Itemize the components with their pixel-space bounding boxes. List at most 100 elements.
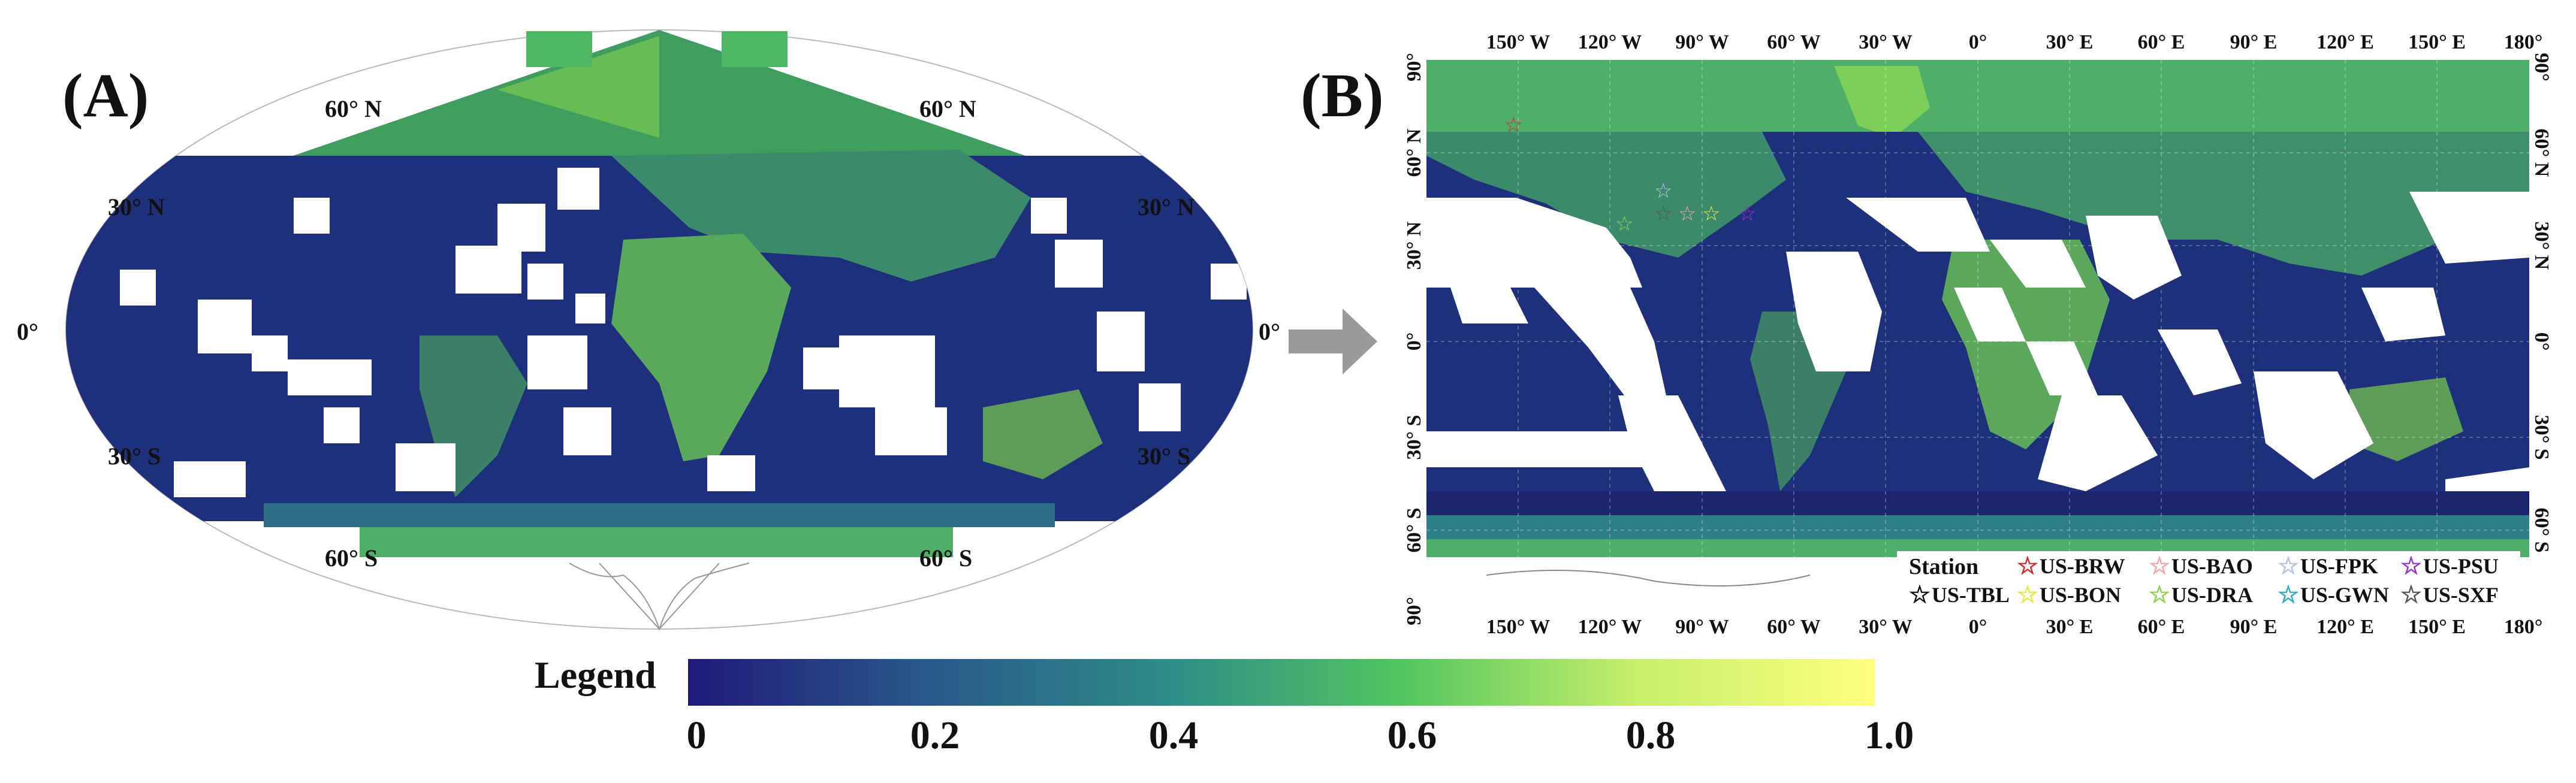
lon-label-top: 90° W xyxy=(1675,31,1729,53)
panel-a-antarctica-outline xyxy=(569,563,750,631)
station-name: US-BON xyxy=(2039,583,2121,607)
station-name: US-FPK xyxy=(2300,554,2378,578)
star-icon: ☆ xyxy=(2149,581,2170,608)
star-icon: ☆ xyxy=(2400,581,2422,608)
star-icon: ☆ xyxy=(2400,552,2422,579)
panel-b-nodata xyxy=(1426,192,2529,497)
colorbar xyxy=(688,659,1875,706)
panel-a-lat-eq-left: 0° xyxy=(17,318,38,345)
station-marker-bon: ☆ xyxy=(1702,203,1720,225)
station-name: US-GWN xyxy=(2300,583,2389,607)
lat-label-right: 60° N xyxy=(2530,128,2553,177)
star-icon: ☆ xyxy=(1909,581,1931,608)
panel-a-map xyxy=(65,29,1253,631)
lon-label-top: 60° E xyxy=(2137,31,2185,53)
star-icon: ☆ xyxy=(2278,552,2299,579)
lat-label-right: 30° S xyxy=(2530,415,2553,460)
panel-a-arctic-highlight xyxy=(497,36,659,138)
star-icon: ☆ xyxy=(2017,581,2038,608)
station-item-dra: ☆ US-DRA xyxy=(2149,582,2253,607)
lat-label-right: 90° xyxy=(2530,53,2553,81)
colorbar-tick: 0.6 xyxy=(1387,714,1437,757)
panel-a-lat-30n-right: 30° N xyxy=(1138,194,1195,220)
colorbar-title: Legend xyxy=(535,654,656,696)
lon-label-bottom: 60° E xyxy=(2137,616,2185,638)
station-legend: Station ☆ US-BRW ☆ US-BAO ☆ US-FPK ☆ US-… xyxy=(1897,551,2520,611)
lat-label-left: 60° N xyxy=(1403,128,1425,177)
lon-label-top: 30° E xyxy=(2046,31,2094,53)
lat-label-left: 60° S xyxy=(1403,507,1425,553)
colorbar-tick: 0.4 xyxy=(1148,714,1199,757)
star-icon: ☆ xyxy=(2149,552,2170,579)
panel-b-land-australia xyxy=(2349,377,2463,461)
station-marker-psu: ☆ xyxy=(1738,203,1756,225)
panel-a-top-tab-right xyxy=(722,31,788,67)
panel-a-southern-band xyxy=(264,503,1055,527)
panel-a-nodata xyxy=(120,168,1247,497)
lat-label-right: 30° N xyxy=(2530,221,2553,270)
panel-a-lat-60s-right: 60° S xyxy=(919,545,973,572)
panel-b-map: ☆ ☆ ☆ ☆ ☆ ☆ ☆ xyxy=(1426,60,2529,623)
panel-b-greenland xyxy=(1834,66,1930,138)
lat-label-left: 90° xyxy=(1403,597,1425,625)
lon-label-bottom: 120° W xyxy=(1577,616,1642,638)
lat-label-left: 30° N xyxy=(1403,221,1425,270)
colorbar-tick: 1.0 xyxy=(1864,714,1914,757)
panel-b-graticule xyxy=(1426,60,2529,623)
lon-label-bottom: 120° E xyxy=(2316,616,2374,638)
station-legend-title: Station xyxy=(1909,554,1979,579)
station-marker-dra: ☆ xyxy=(1615,213,1633,235)
lat-label-left: 90° xyxy=(1403,53,1425,81)
colorbar-tick: 0 xyxy=(686,714,707,757)
lon-label-top: 30° W xyxy=(1859,31,1913,53)
panel-b-antarctica-outline xyxy=(1486,570,1811,587)
panel-a-lat-60s-left: 60° S xyxy=(325,545,378,572)
panel-a-lat-30s-right: 30° S xyxy=(1138,443,1191,470)
lon-label-bottom: 150° W xyxy=(1486,616,1551,638)
station-name: US-PSU xyxy=(2423,554,2499,578)
panel-a-lat-60n-right: 60° N xyxy=(919,95,976,122)
station-item-bao: ☆ US-BAO xyxy=(2149,554,2253,579)
station-item-fpk: ☆ US-FPK xyxy=(2278,554,2378,579)
lat-label-left: 0° xyxy=(1403,332,1425,351)
panel-a-lat-eq-right: 0° xyxy=(1259,318,1280,345)
lon-label-top: 150° W xyxy=(1486,31,1551,53)
panel-a-lat-30n-left: 30° N xyxy=(108,194,165,220)
lon-label-top: 120° W xyxy=(1577,31,1642,53)
station-marker-bao: ☆ xyxy=(1678,203,1696,225)
lon-label-bottom: 0° xyxy=(1968,616,1987,638)
lon-label-bottom: 90° W xyxy=(1675,616,1729,638)
lat-label-right: 0° xyxy=(2530,332,2553,351)
station-marker-fpk: ☆ xyxy=(1654,180,1672,202)
panel-b-dark-band xyxy=(1426,491,2529,515)
lon-label-top: 60° W xyxy=(1767,31,1821,53)
lon-label-top: 0° xyxy=(1968,31,1987,53)
colorbar-tick: 0.2 xyxy=(910,714,960,757)
lon-label-bottom: 60° W xyxy=(1767,616,1821,638)
colorbar-tick: 0.8 xyxy=(1625,714,1676,757)
lon-label-bottom: 30° E xyxy=(2046,616,2094,638)
panel-arrow xyxy=(1289,309,1377,374)
station-item-brw: ☆ US-BRW xyxy=(2017,554,2125,579)
panel-a-land-africa xyxy=(611,234,791,461)
lon-label-bottom: 180° xyxy=(2503,616,2543,638)
station-item-gwn: ☆ US-GWN xyxy=(2278,582,2389,607)
station-marker-sxf: ☆ xyxy=(1654,203,1672,225)
station-name: US-BAO xyxy=(2171,554,2253,578)
lon-label-bottom: 150° E xyxy=(2408,616,2466,638)
station-name: US-TBL xyxy=(1931,583,2010,607)
station-marker-brw: ☆ xyxy=(1504,114,1522,137)
lat-label-left: 30° S xyxy=(1403,415,1425,460)
panel-b-label: (B) xyxy=(1301,61,1384,130)
panel-b-arctic xyxy=(1426,60,2529,132)
panel-a-label: (A) xyxy=(62,61,149,130)
right-arrow-icon xyxy=(1289,309,1377,374)
lon-label-bottom: 30° W xyxy=(1859,616,1913,638)
lon-label-top: 120° E xyxy=(2316,31,2374,53)
panel-a-lat-30s-left: 30° S xyxy=(108,443,161,470)
panel-b-land-north-america xyxy=(1426,132,1786,258)
lon-label-top: 90° E xyxy=(2230,31,2278,53)
panel-a-land-australia xyxy=(983,389,1103,479)
station-name: US-BRW xyxy=(2039,554,2125,578)
panel-a-land-europe-asia xyxy=(611,150,1031,282)
